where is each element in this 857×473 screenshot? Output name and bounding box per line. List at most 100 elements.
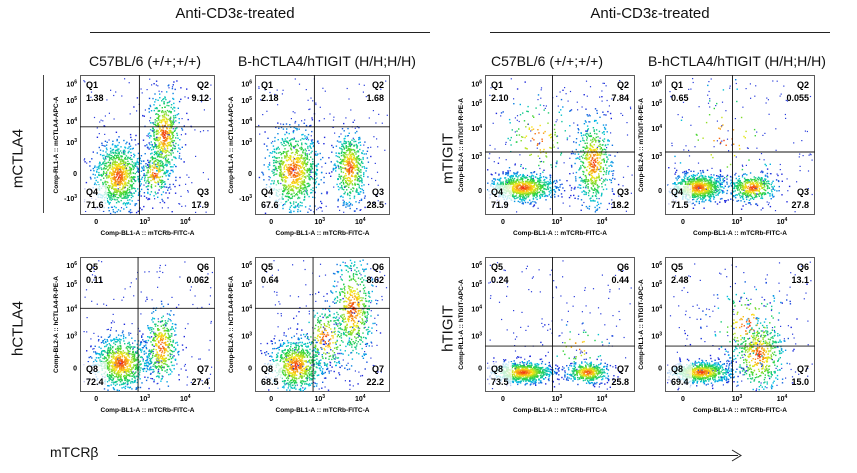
row-label-mctla4-bar bbox=[43, 75, 44, 213]
flow-plot-p1: Q1 1.38 Q2 9.12 Q3 17.9 Q4 71.6 0 103 104 Comp-BL1-… bbox=[53, 75, 215, 237]
y-tick-label: 103 bbox=[471, 331, 482, 340]
quadrant-percentage: 2.10 bbox=[491, 93, 509, 103]
quadrant-percentage: 71.6 bbox=[86, 200, 104, 210]
flow-plot-p2: Q1 2.18 Q2 1.68 Q3 28.5 Q4 67.6 0 103 104 Comp-BL1-… bbox=[228, 75, 390, 237]
quadrant-name: Q8 bbox=[86, 364, 98, 374]
quadrant-name: Q3 bbox=[197, 187, 209, 197]
header-left: Anti-CD3ε-treated bbox=[175, 5, 295, 22]
flow-plot-p5: Q5 0.11 Q6 0.062 Q7 27.4 Q8 72.4 0 103 104 Comp-BL1… bbox=[53, 257, 215, 414]
y-tick-label: 106 bbox=[471, 79, 482, 88]
y-tick-label: 106 bbox=[471, 261, 482, 270]
y-tick-label: 0 bbox=[248, 171, 252, 178]
quadrant-name: Q1 bbox=[491, 80, 503, 90]
density-dots bbox=[83, 78, 212, 215]
quadrant-name: Q4 bbox=[671, 187, 683, 197]
x-channel-title: Comp-BL1-A :: mTCRb-FITC-A bbox=[693, 230, 787, 237]
y-tick-label: 103 bbox=[241, 331, 252, 340]
y-tick-label: 105 bbox=[471, 99, 482, 108]
quadrant-name: Q5 bbox=[491, 262, 503, 272]
quadrant-percentage: 27.8 bbox=[791, 200, 809, 210]
x-tick-label: 103 bbox=[315, 394, 326, 403]
quadrant-name: Q3 bbox=[797, 187, 809, 197]
quadrant-name: Q5 bbox=[671, 262, 683, 272]
y-tick-label: 104 bbox=[66, 117, 77, 126]
y-tick-label: 105 bbox=[651, 280, 662, 289]
x-tick-label: 103 bbox=[552, 217, 563, 226]
header-right: Anti-CD3ε-treated bbox=[590, 5, 710, 22]
x-tick-label: 0 bbox=[269, 219, 273, 226]
x-axis-arrow-head bbox=[731, 449, 742, 462]
quadrant-percentage: 22.2 bbox=[366, 377, 384, 387]
x-tick-label: 0 bbox=[681, 219, 685, 226]
quadrant-percentage: 71.9 bbox=[491, 200, 509, 210]
x-tick-label: 0 bbox=[94, 396, 98, 403]
quadrant-percentage: 73.5 bbox=[491, 377, 509, 387]
quadrant-name: Q4 bbox=[491, 187, 503, 197]
y-channel-title: Comp-BL2-A :: hCTLA4-R-PE-A bbox=[228, 276, 235, 373]
quadrant-name: Q7 bbox=[372, 364, 384, 374]
x-tick-label: 104 bbox=[597, 217, 608, 226]
flow-plot-p6: Q5 0.64 Q6 8.62 Q7 22.2 Q8 68.5 0 103 104 Comp-BL1-… bbox=[228, 257, 390, 414]
quadrant-name: Q1 bbox=[86, 80, 98, 90]
density-dots bbox=[667, 261, 813, 392]
quadrant-name: Q7 bbox=[617, 364, 629, 374]
quadrant-percentage: 0.64 bbox=[261, 275, 279, 285]
quadrant-name: Q6 bbox=[372, 262, 384, 272]
y-tick-label: 0 bbox=[73, 366, 77, 373]
quadrant-name: Q1 bbox=[671, 80, 683, 90]
x-tick-label: 103 bbox=[140, 217, 151, 226]
flow-plot-p7: Q5 0.24 Q6 0.44 Q7 25.8 Q8 73.5 0 103 104 Comp-BL1-… bbox=[458, 257, 635, 414]
quadrant-percentage: 68.5 bbox=[261, 377, 279, 387]
quadrant-name: Q1 bbox=[261, 80, 273, 90]
flow-plot-p8: Q5 2.48 Q6 13.1 Q7 15.0 Q8 69.4 0 103 104 Comp-BL1-… bbox=[638, 257, 815, 414]
x-tick-label: 0 bbox=[681, 396, 685, 403]
y-tick-label: 0 bbox=[478, 188, 482, 195]
quadrant-percentage: 28.5 bbox=[366, 200, 384, 210]
y-tick-label: 105 bbox=[471, 280, 482, 289]
y-tick-label: 106 bbox=[66, 261, 77, 270]
column-heading-3: C57BL/6 (+/+;+/+) bbox=[490, 53, 604, 69]
x-channel-title: Comp-BL1-A :: mTCRb-FITC-A bbox=[513, 230, 607, 237]
y-tick-label: 105 bbox=[66, 280, 77, 289]
quadrant-percentage: 27.4 bbox=[191, 377, 209, 387]
y-channel-title: Comp-RL1-A :: hTIGIT-APC-A bbox=[638, 279, 645, 370]
header-right-rule bbox=[490, 32, 830, 33]
quadrant-percentage: 0.24 bbox=[491, 275, 509, 285]
y-tick-label: 105 bbox=[66, 96, 77, 105]
quadrant-name: Q6 bbox=[797, 262, 809, 272]
column-heading-2: B-hCTLA4/hTIGIT (H/H;H/H) bbox=[238, 53, 416, 69]
x-tick-label: 0 bbox=[501, 396, 505, 403]
y-channel-title: Comp-BL2-A :: hCTLA4-R-PE-A bbox=[53, 276, 60, 373]
y-tick-label: 104 bbox=[651, 124, 662, 133]
y-tick-label: 104 bbox=[66, 304, 77, 313]
y-channel-title: Comp-RL1-A :: mCTLA4-APC-A bbox=[53, 96, 60, 193]
quadrant-name: Q6 bbox=[197, 262, 209, 272]
y-tick-label: 0 bbox=[73, 171, 77, 178]
quadrant-name: Q8 bbox=[491, 364, 503, 374]
x-tick-label: 104 bbox=[597, 394, 608, 403]
density-dots bbox=[83, 260, 213, 392]
x-tick-label: 0 bbox=[501, 219, 505, 226]
quadrant-name: Q6 bbox=[617, 262, 629, 272]
quadrant-percentage: 17.9 bbox=[191, 200, 209, 210]
x-tick-label: 103 bbox=[552, 394, 563, 403]
x-tick-label: 104 bbox=[355, 217, 366, 226]
y-tick-label: 106 bbox=[241, 261, 252, 270]
y-tick-label: 103 bbox=[66, 138, 77, 147]
quadrant-percentage: 2.18 bbox=[261, 93, 279, 103]
quadrant-percentage: 1.68 bbox=[366, 93, 384, 103]
density-dots bbox=[258, 78, 388, 214]
x-channel-title: Comp-BL1-A :: mTCRb-FITC-A bbox=[276, 407, 370, 414]
quadrant-percentage: 25.8 bbox=[611, 377, 629, 387]
x-tick-label: 103 bbox=[732, 394, 743, 403]
quadrant-name: Q5 bbox=[261, 262, 273, 272]
y-tick-label: 103 bbox=[651, 331, 662, 340]
y-tick-label: 105 bbox=[651, 99, 662, 108]
row-label-hctla4: hCTLA4 bbox=[9, 300, 27, 357]
quadrant-name: Q4 bbox=[86, 187, 98, 197]
y-tick-label: 0 bbox=[658, 366, 662, 373]
x-channel-title: Comp-BL1-A :: mTCRb-FITC-A bbox=[693, 407, 787, 414]
y-tick-label: 106 bbox=[651, 79, 662, 88]
quadrant-name: Q2 bbox=[797, 80, 809, 90]
row-label-mctla4: mCTLA4 bbox=[9, 128, 27, 189]
